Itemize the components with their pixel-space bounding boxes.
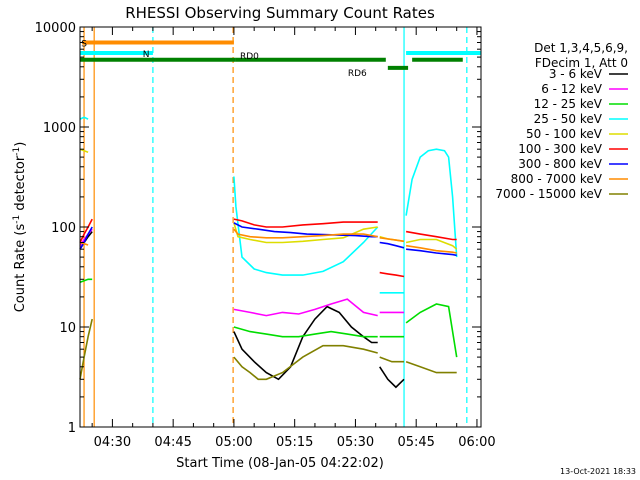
legend-label-3-6-kev: 3 - 6 keV [549, 67, 603, 81]
legend-label-50-100-kev: 50 - 100 keV [526, 127, 603, 141]
y-axis: 1 10 100 1000 10000 [35, 21, 481, 436]
series-line-800-7000-kev-seg3 [379, 237, 405, 243]
flag-label-s: S [81, 39, 87, 49]
y-tick-label: 10000 [35, 21, 76, 36]
vertical-markers [83, 27, 468, 427]
flag-label-rd6: RD6 [348, 69, 367, 79]
x-tick-label: 05:45 [397, 435, 434, 450]
x-tick-label: 05:30 [337, 435, 374, 450]
series-line-3-6-kev-seg3 [379, 366, 405, 389]
legend-label-12-25-kev: 12 - 25 keV [534, 97, 603, 111]
x-tick-label: 05:00 [215, 435, 252, 450]
legend-label-25-50-kev: 25 - 50 keV [534, 112, 603, 126]
series-line-12-25-kev-seg1 [79, 278, 93, 284]
series-line-50-100-kev-seg1 [79, 148, 89, 153]
flag-label-n: N [143, 50, 150, 60]
series-line-800-7000-kev-seg2 [233, 228, 378, 239]
x-tick-label: 05:15 [276, 435, 313, 450]
series-line-6-12-kev-seg2 [233, 298, 378, 317]
legend-header-line-1: Det 1,3,4,5,6,9, [534, 41, 628, 55]
series-line-25-50-kev-seg2 [233, 176, 379, 276]
legend-header-line-2: FDecim 1, Att 0 [535, 56, 628, 70]
series-line-3-6-kev-seg2 [233, 305, 378, 381]
series-line-100-300-kev-seg2 [233, 218, 378, 228]
series-line-800-7000-kev-seg4 [405, 244, 457, 254]
x-tick-label: 06:00 [458, 435, 495, 450]
series-line-300-800-kev-seg2 [233, 222, 378, 238]
x-tick-label: 04:30 [94, 435, 131, 450]
legend-label-800-7000-kev: 800 - 7000 keV [511, 172, 603, 186]
series-line-25-50-kev-seg4 [405, 148, 458, 258]
series-line-50-100-kev-seg4 [405, 238, 458, 250]
legend-label-100-300-kev: 100 - 300 keV [518, 142, 602, 156]
series-line-12-25-kev-seg2 [233, 326, 378, 338]
y-tick-label: 100 [51, 221, 76, 236]
x-axis-label: Start Time (08-Jan-05 04:22:02) [176, 456, 384, 471]
flag-bars: S N RD0 RD6 [80, 39, 481, 79]
x-tick-label: 04:45 [154, 435, 191, 450]
series-lines [79, 116, 458, 389]
chart-title: RHESSI Observing Summary Count Rates [125, 4, 435, 22]
series-line-300-800-kev-seg1 [79, 226, 93, 250]
series-line-100-300-kev-seg1 [79, 218, 93, 243]
y-axis-label: Count Rate (s-1 detector-1) [12, 142, 28, 313]
series-line-300-800-kev-seg4 [406, 248, 457, 257]
legend: Det 1,3,4,5,6,9,FDecim 1, Att 03 - 6 keV… [495, 41, 628, 201]
footer-timestamp: 13-Oct-2021 18:33 [560, 467, 636, 476]
series-line-7000-15000-kev-seg2 [233, 344, 378, 381]
y-tick-label: 10 [59, 321, 76, 336]
series-line-7000-15000-kev-seg1 [79, 318, 93, 380]
x-axis: 04:30 04:45 05:00 05:15 05:30 05:45 06:00 [91, 27, 496, 450]
series-line-7000-15000-kev-seg4 [405, 360, 457, 374]
series-line-300-800-kev-seg3 [379, 241, 405, 249]
y-tick-label: 1000 [43, 121, 76, 136]
y-tick-label: 1 [68, 421, 76, 436]
legend-label-300-800-kev: 300 - 800 keV [518, 157, 602, 171]
flag-label-rd0: RD0 [240, 52, 259, 62]
legend-label-7000-15000-kev: 7000 - 15000 keV [495, 187, 602, 201]
series-line-25-50-kev-seg1 [79, 116, 89, 120]
series-line-12-25-kev-seg4 [405, 303, 458, 358]
series-line-7000-15000-kev-seg3 [379, 356, 404, 363]
series-line-100-300-kev-seg4 [405, 230, 457, 241]
legend-label-6-12-kev: 6 - 12 keV [541, 82, 603, 96]
series-line-100-300-kev-seg3 [379, 271, 405, 278]
